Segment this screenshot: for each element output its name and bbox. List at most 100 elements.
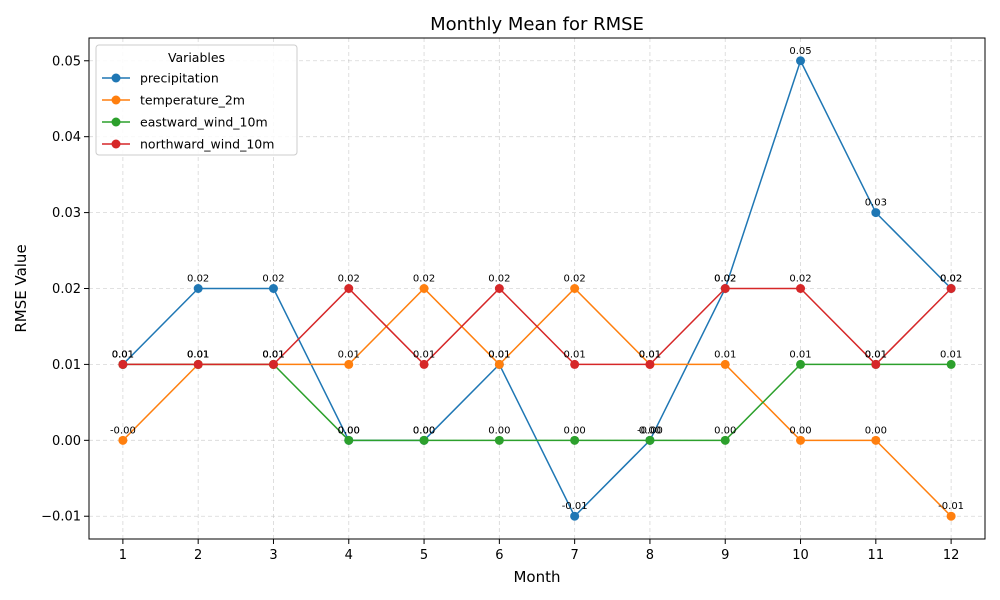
- data-point: [570, 435, 580, 445]
- legend-label: northward_wind_10m: [140, 137, 274, 152]
- x-tick-label: 3: [269, 548, 277, 563]
- data-point: [268, 284, 278, 293]
- data-label: 0.00: [338, 425, 360, 436]
- legend-marker: [111, 95, 121, 105]
- data-point: [946, 284, 956, 293]
- x-tick-label: 5: [420, 548, 428, 563]
- y-tick-label: 0.03: [52, 206, 81, 221]
- data-point: [871, 359, 881, 369]
- data-label: 0.01: [714, 349, 736, 360]
- data-point: [946, 511, 956, 521]
- data-label: 0.00: [413, 425, 435, 436]
- data-point: [796, 284, 806, 293]
- data-label: 0.00: [488, 425, 510, 436]
- data-label: 0.01: [187, 349, 209, 360]
- y-tick-label: 0.01: [52, 358, 81, 373]
- data-label: 0.02: [564, 274, 586, 285]
- y-tick-label: 0.02: [52, 282, 81, 297]
- data-label: -0.01: [562, 501, 588, 512]
- data-label: 0.02: [940, 274, 962, 285]
- legend-label: eastward_wind_10m: [140, 115, 268, 130]
- series-line: [122, 287, 952, 366]
- data-label: 0.02: [413, 274, 435, 285]
- y-tick-label: 0.04: [52, 130, 81, 145]
- series-layer: [118, 56, 956, 521]
- series-northward_wind_10m: [118, 284, 956, 369]
- data-label: 0.01: [564, 349, 586, 360]
- legend-label: precipitation: [140, 71, 219, 86]
- data-label: 0.01: [187, 349, 209, 360]
- data-label: 0.02: [488, 274, 510, 285]
- x-tick-label: 4: [345, 548, 353, 563]
- x-tick-label: 9: [721, 548, 729, 563]
- data-point: [344, 359, 354, 369]
- data-point: [645, 435, 655, 445]
- data-label: 0.00: [865, 425, 887, 436]
- legend-marker: [111, 73, 121, 83]
- data-label: 0.01: [262, 349, 284, 360]
- data-label: 0.03: [865, 198, 887, 209]
- data-point: [118, 435, 128, 445]
- data-point: [871, 435, 881, 445]
- y-tick-label: −0.01: [41, 510, 81, 525]
- legend-label: temperature_2m: [140, 93, 245, 108]
- x-axis-label: Month: [513, 568, 560, 586]
- data-label: 0.00: [413, 425, 435, 436]
- data-point: [193, 359, 203, 369]
- data-label: 0.01: [865, 349, 887, 360]
- x-tick-label: 12: [943, 548, 960, 563]
- data-label: 0.05: [789, 46, 811, 57]
- x-tick-label: 10: [792, 548, 809, 563]
- data-label: 0.01: [940, 349, 962, 360]
- data-point: [796, 435, 806, 445]
- data-label: 0.00: [564, 425, 586, 436]
- data-point: [494, 359, 504, 369]
- y-tick-label: 0.05: [52, 54, 81, 69]
- data-point: [720, 435, 730, 445]
- data-point: [645, 359, 655, 369]
- data-point: [720, 284, 730, 293]
- legend-entry: eastward_wind_10m: [102, 115, 268, 130]
- data-label: 0.01: [262, 349, 284, 360]
- x-tick-label: 7: [571, 548, 579, 563]
- legend-marker: [111, 139, 121, 149]
- data-label: 0.00: [714, 425, 736, 436]
- data-point: [720, 359, 730, 369]
- data-point: [344, 284, 354, 293]
- data-label: 0.00: [789, 425, 811, 436]
- data-label: 0.01: [639, 349, 661, 360]
- x-tick-label: 11: [868, 548, 885, 563]
- y-axis-label: RMSE Value: [12, 244, 30, 332]
- data-point: [494, 435, 504, 445]
- legend-entry: northward_wind_10m: [102, 137, 274, 152]
- data-point: [570, 284, 580, 293]
- x-tick-label: 2: [194, 548, 202, 563]
- data-point: [419, 284, 429, 293]
- data-label-layer: 0.01 0.02 0.02 0.00 0.00 0.01 -0.01 0.00 0.02 0.0…: [110, 46, 964, 512]
- data-point: [871, 208, 881, 218]
- data-label: 0.02: [187, 274, 209, 285]
- data-point: [419, 359, 429, 369]
- data-point: [118, 359, 128, 369]
- data-point: [494, 284, 504, 293]
- legend-marker: [111, 117, 121, 127]
- data-point: [796, 56, 806, 66]
- data-label: 0.01: [338, 349, 360, 360]
- data-label: 0.01: [112, 349, 134, 360]
- data-label: 0.01: [262, 349, 284, 360]
- data-label: 0.01: [789, 349, 811, 360]
- data-label: 0.00: [338, 425, 360, 436]
- data-point: [419, 435, 429, 445]
- data-point: [946, 359, 956, 369]
- data-label: 0.02: [338, 274, 360, 285]
- data-label: 0.02: [789, 274, 811, 285]
- data-label: -0.00: [637, 425, 663, 436]
- x-tick-label: 8: [646, 548, 654, 563]
- data-label: 0.01: [187, 349, 209, 360]
- data-label: 0.02: [714, 274, 736, 285]
- y-tick-label: 0.00: [52, 434, 81, 449]
- data-label: 0.01: [488, 349, 510, 360]
- data-point: [193, 284, 203, 293]
- data-label: 0.01: [413, 349, 435, 360]
